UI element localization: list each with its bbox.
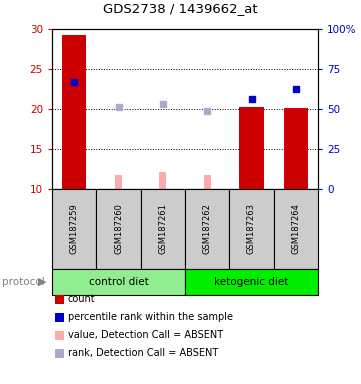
Text: GSM187264: GSM187264 [291, 204, 300, 255]
Text: percentile rank within the sample: percentile rank within the sample [68, 312, 233, 322]
Text: GSM187260: GSM187260 [114, 204, 123, 255]
Text: value, Detection Call = ABSENT: value, Detection Call = ABSENT [68, 330, 223, 340]
Text: GSM187261: GSM187261 [158, 204, 168, 255]
Text: ketogenic diet: ketogenic diet [214, 277, 289, 287]
Text: control diet: control diet [88, 277, 148, 287]
Text: ▶: ▶ [38, 277, 46, 287]
Text: count: count [68, 294, 96, 304]
Text: GSM187259: GSM187259 [70, 204, 79, 254]
Text: protocol: protocol [2, 277, 45, 287]
Text: GDS2738 / 1439662_at: GDS2738 / 1439662_at [103, 3, 258, 15]
Text: GSM187262: GSM187262 [203, 204, 212, 255]
Bar [115, 175, 122, 189]
Bar [204, 175, 210, 189]
Bar [284, 108, 308, 189]
Bar [239, 108, 264, 189]
Bar [160, 172, 166, 189]
Text: GSM187263: GSM187263 [247, 204, 256, 255]
Bar [62, 35, 86, 189]
Text: rank, Detection Call = ABSENT: rank, Detection Call = ABSENT [68, 348, 218, 358]
